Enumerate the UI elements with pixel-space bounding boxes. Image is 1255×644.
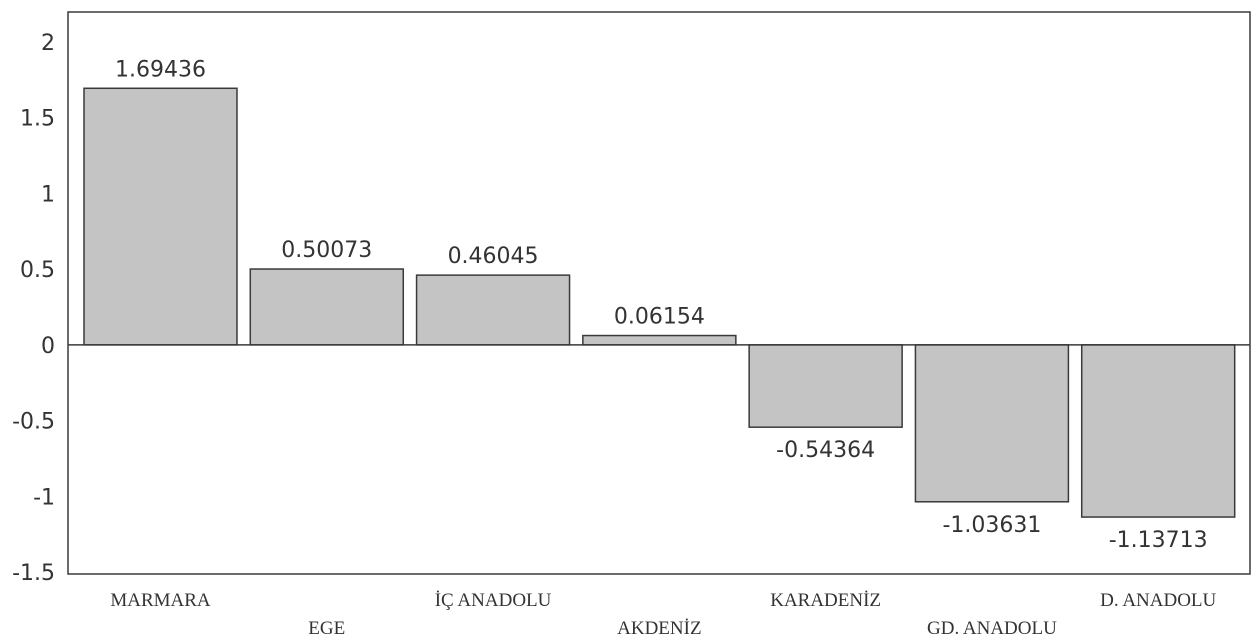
y-tick-label: -1 [33,485,55,510]
data-label: -0.54364 [776,438,875,463]
bar-akdeni-z [582,334,737,346]
y-tick-label: 1 [41,182,55,207]
data-label: 1.69436 [115,57,206,82]
bar-marmara [83,87,238,346]
data-label: 0.06154 [614,305,705,330]
data-label: -1.03631 [942,513,1041,538]
x-category-label: KARADENİZ [770,590,881,611]
y-tick-label: 0.5 [20,258,55,283]
bar-i-anadolu [415,274,571,346]
data-label: 0.50073 [281,238,372,263]
plot-frame [67,11,1251,575]
bar-d-anadolu [1080,344,1236,518]
data-label: -1.13713 [1109,528,1208,553]
x-category-label: İÇ ANADOLU [435,590,552,611]
y-tick-label: 1.5 [20,107,55,132]
bar-ege [249,268,405,346]
x-category-label: MARMARA [110,590,211,611]
bar-karadeni-z [748,344,903,428]
data-label: 0.46045 [448,244,539,269]
y-tick-label: -1.5 [12,561,55,586]
x-category-label: D. ANADOLU [1100,590,1216,611]
x-category-label: EGE [308,618,345,639]
y-tick-label: 2 [41,31,55,56]
y-tick-label: 0 [41,334,55,359]
y-tick-label: -0.5 [12,410,55,435]
x-category-label: GD. ANADOLU [927,618,1057,639]
x-category-label: AKDENİZ [617,618,701,639]
bar-gd-anadolu [914,344,1070,503]
